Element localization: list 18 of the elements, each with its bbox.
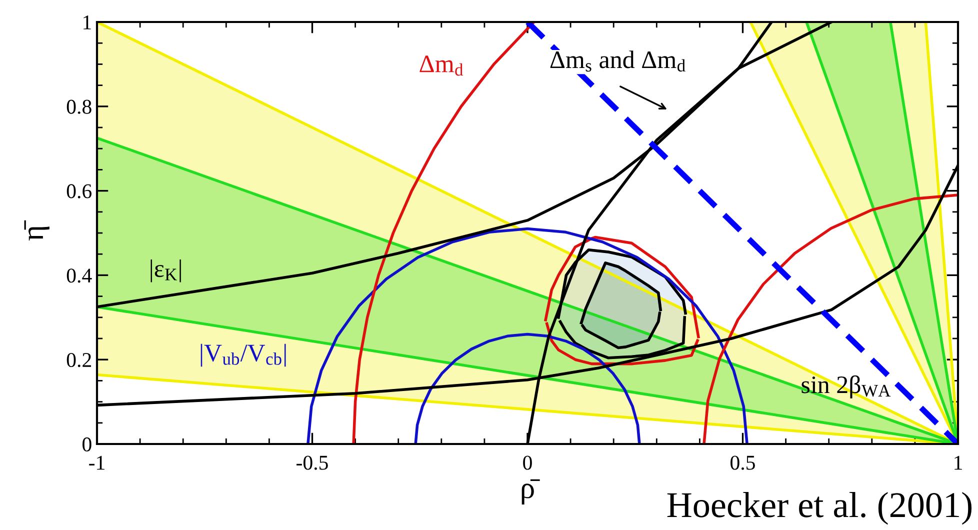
y-tick-label: 0 (82, 437, 92, 452)
annotation: |V$_{ub}$/V$_{cb}$| (200, 344, 286, 367)
y-tick-label: 0.4 (66, 268, 92, 283)
annotation: Δm$_{s}$ and Δm$_{d}$ (550, 50, 686, 72)
y-tick-label: 0.8 (66, 100, 92, 114)
y-tick-label: 1 (84, 15, 91, 30)
x-axis-title: ρ̄ (522, 479, 540, 504)
text: Hoecker et al. (2001) (667, 492, 972, 525)
x-tick-label: -1 (89, 456, 104, 470)
y-tick-label: 0.6 (66, 184, 92, 198)
x-tick-label: 0.5 (730, 456, 755, 470)
annotation: Δm$_{d}$ (420, 56, 464, 76)
x-tick-label: -0.5 (296, 456, 328, 470)
y-tick-label: 0.2 (66, 352, 91, 368)
x-tick-label: 0 (523, 456, 532, 470)
x-tick-label: 1 (954, 456, 962, 470)
y-axis-title: η̄ (24, 220, 50, 241)
annotation: |ε$_{K}$| (150, 259, 181, 282)
